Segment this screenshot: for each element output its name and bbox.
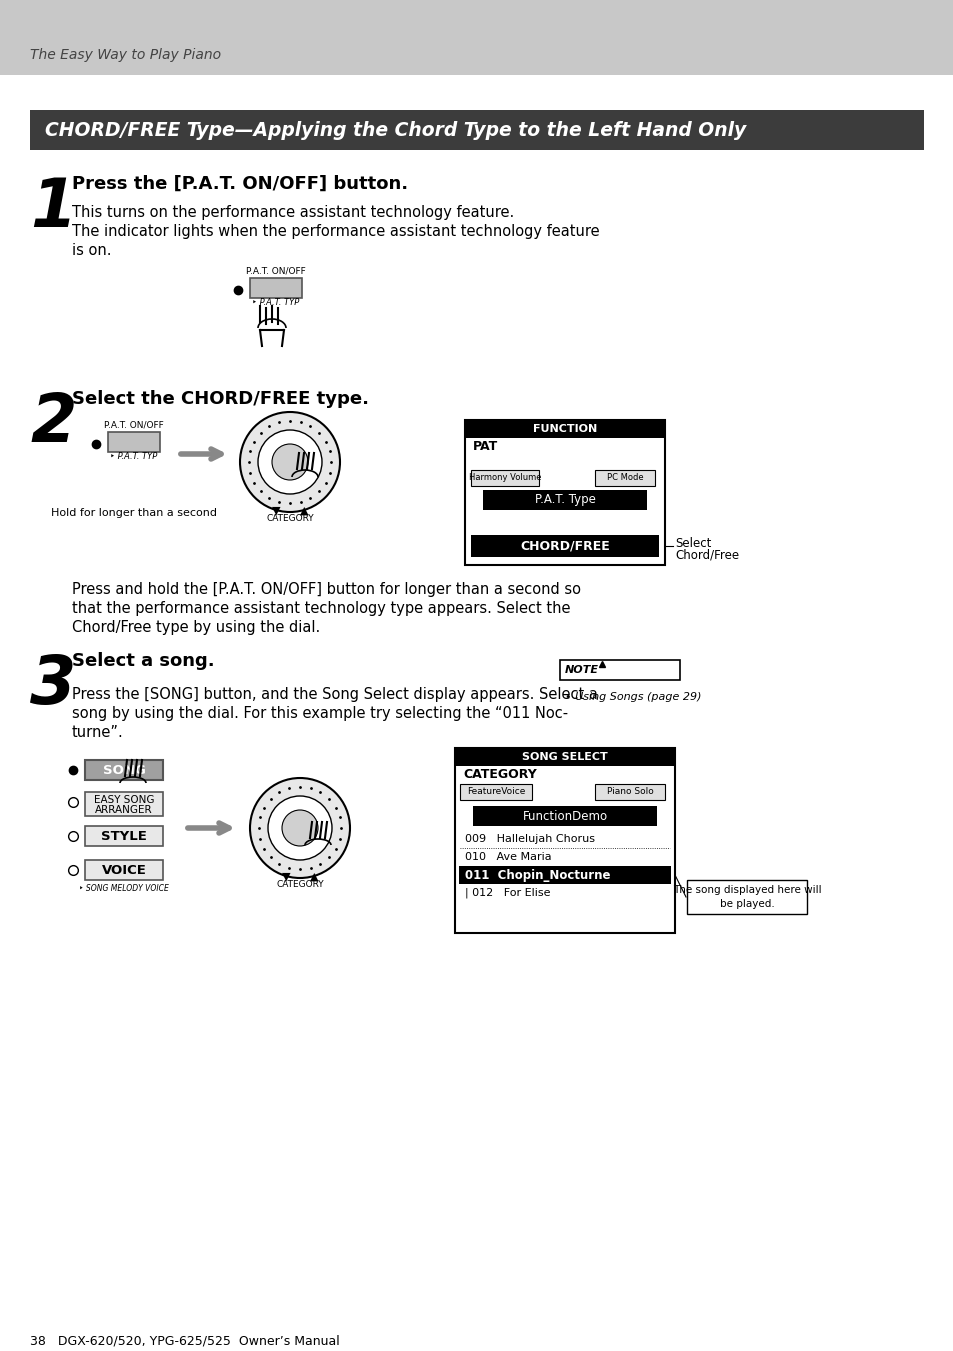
- Text: Press the [SONG] button, and the Song Select display appears. Select a: Press the [SONG] button, and the Song Se…: [71, 688, 598, 703]
- Bar: [108, 432, 160, 453]
- Text: Harmony Volume: Harmony Volume: [468, 473, 540, 482]
- Text: Press the [P.A.T. ON/OFF] button.: Press the [P.A.T. ON/OFF] button.: [71, 176, 408, 193]
- Text: P.A.T. ON/OFF: P.A.T. ON/OFF: [246, 267, 306, 276]
- Bar: [459, 784, 532, 800]
- Text: P.A.T. ON/OFF: P.A.T. ON/OFF: [104, 422, 164, 430]
- Bar: [458, 866, 670, 884]
- Text: CATEGORY: CATEGORY: [276, 880, 323, 889]
- Text: FunctionDemo: FunctionDemo: [522, 809, 607, 823]
- Bar: [250, 278, 302, 299]
- Circle shape: [268, 796, 332, 861]
- Text: EASY SONG: EASY SONG: [93, 794, 154, 805]
- Text: 1: 1: [30, 176, 76, 240]
- Text: ‣ SONG MELODY VOICE: ‣ SONG MELODY VOICE: [79, 884, 169, 893]
- Text: | 012   For Elise: | 012 For Elise: [464, 888, 550, 898]
- Bar: [455, 748, 675, 934]
- Text: Select a song.: Select a song.: [71, 653, 214, 670]
- Text: ►: ►: [662, 811, 670, 821]
- Text: that the performance assistant technology type appears. Select the: that the performance assistant technolog…: [71, 601, 570, 616]
- Text: ◄: ◄: [458, 811, 466, 821]
- Text: ▲: ▲: [299, 507, 308, 516]
- Circle shape: [282, 811, 317, 846]
- Bar: [464, 420, 664, 565]
- Text: 011  Chopin_Nocturne: 011 Chopin_Nocturne: [464, 869, 610, 881]
- Circle shape: [240, 412, 339, 512]
- Circle shape: [250, 778, 350, 878]
- Bar: [85, 861, 163, 880]
- Text: ‣ P.A.T. TYP: ‣ P.A.T. TYP: [110, 453, 157, 461]
- Text: NOTE: NOTE: [564, 665, 598, 676]
- Text: 38   DGX-620/520, YPG-625/525  Owner’s Manual: 38 DGX-620/520, YPG-625/525 Owner’s Manu…: [30, 1335, 339, 1347]
- Bar: [30, 109, 923, 150]
- Text: Select: Select: [675, 536, 711, 550]
- Bar: [473, 807, 657, 825]
- Text: Chord/Free type by using the dial.: Chord/Free type by using the dial.: [71, 620, 320, 635]
- Bar: [85, 761, 163, 780]
- Text: This turns on the performance assistant technology feature.: This turns on the performance assistant …: [71, 205, 514, 220]
- Text: CHORD/FREE Type—Applying the Chord Type to the Left Hand Only: CHORD/FREE Type—Applying the Chord Type …: [45, 120, 745, 139]
- Text: FeatureVoice: FeatureVoice: [466, 788, 525, 797]
- Bar: [595, 470, 655, 486]
- Text: FUNCTION: FUNCTION: [533, 424, 597, 434]
- Text: The song displayed here will
be played.: The song displayed here will be played.: [672, 885, 821, 909]
- Text: CHORD/FREE: CHORD/FREE: [519, 539, 609, 553]
- Text: 009   Hallelujah Chorus: 009 Hallelujah Chorus: [464, 834, 595, 844]
- Text: is on.: is on.: [71, 243, 112, 258]
- Text: • Using Songs (page 29): • Using Songs (page 29): [564, 692, 700, 703]
- Bar: [482, 490, 646, 509]
- Text: ◄: ◄: [469, 494, 476, 505]
- Bar: [559, 661, 679, 680]
- Text: Hold for longer than a second: Hold for longer than a second: [51, 508, 216, 517]
- Bar: [85, 792, 163, 816]
- Text: The indicator lights when the performance assistant technology feature: The indicator lights when the performanc…: [71, 224, 599, 239]
- Text: The Easy Way to Play Piano: The Easy Way to Play Piano: [30, 49, 221, 62]
- Text: P.A.T. Type: P.A.T. Type: [534, 493, 595, 507]
- Text: song by using the dial. For this example try selecting the “011 Noc-: song by using the dial. For this example…: [71, 707, 568, 721]
- Text: PC Mode: PC Mode: [606, 473, 642, 482]
- Text: ▲: ▲: [310, 871, 318, 882]
- Text: Piano Solo: Piano Solo: [606, 788, 653, 797]
- Circle shape: [272, 444, 308, 480]
- Text: Press and hold the [P.A.T. ON/OFF] button for longer than a second so: Press and hold the [P.A.T. ON/OFF] butto…: [71, 582, 580, 597]
- Circle shape: [257, 430, 322, 494]
- Bar: [0, 1329, 953, 1351]
- Bar: [471, 535, 659, 557]
- Text: SONG SELECT: SONG SELECT: [521, 753, 607, 762]
- Bar: [464, 420, 664, 438]
- Text: ▼: ▼: [281, 871, 290, 882]
- Text: 2: 2: [30, 390, 76, 457]
- Text: ►: ►: [653, 494, 660, 505]
- Bar: [0, 76, 953, 109]
- Text: STYLE: STYLE: [101, 830, 147, 843]
- Text: Chord/Free: Chord/Free: [675, 549, 739, 562]
- Bar: [686, 880, 806, 915]
- Text: 3: 3: [30, 653, 76, 717]
- Bar: [455, 748, 675, 766]
- Bar: [471, 470, 538, 486]
- Text: Select the CHORD/FREE type.: Select the CHORD/FREE type.: [71, 390, 369, 408]
- Text: SONG: SONG: [103, 763, 145, 777]
- Text: ‣ P.A.T. TYP: ‣ P.A.T. TYP: [252, 299, 299, 307]
- Text: ▼: ▼: [272, 507, 280, 516]
- Bar: [85, 825, 163, 846]
- Text: CATEGORY: CATEGORY: [266, 513, 314, 523]
- Text: ARRANGER: ARRANGER: [95, 805, 152, 815]
- Text: PAT: PAT: [473, 439, 497, 453]
- Bar: [0, 0, 953, 76]
- Bar: [595, 784, 664, 800]
- Text: VOICE: VOICE: [101, 863, 146, 877]
- Text: 010   Ave Maria: 010 Ave Maria: [464, 852, 551, 862]
- Text: turne”.: turne”.: [71, 725, 124, 740]
- Text: CATEGORY: CATEGORY: [462, 769, 537, 781]
